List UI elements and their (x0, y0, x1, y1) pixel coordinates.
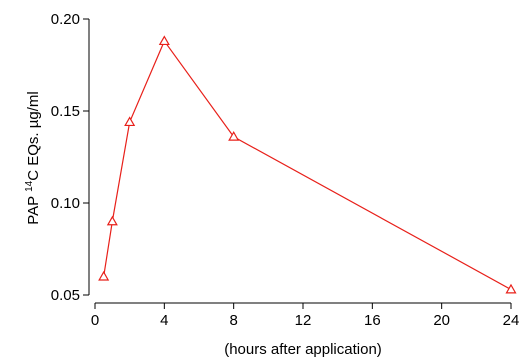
y-axis-label-suffix: C EQs. µg/ml (25, 91, 42, 181)
series-layer (98, 35, 517, 294)
y-tick-label: 0.20 (51, 11, 80, 28)
y-axis-label-prefix: PAP (25, 192, 42, 225)
data-point-marker (98, 270, 110, 281)
axes (88, 19, 511, 304)
x-tick-label: 16 (364, 312, 381, 329)
x-tick-label: 12 (295, 312, 312, 329)
x-tick-label: 0 (91, 312, 99, 329)
data-point-marker (158, 35, 170, 46)
x-tick-label: 24 (503, 312, 520, 329)
y-tick-label: 0.15 (51, 103, 80, 120)
data-point-marker (106, 215, 118, 226)
x-tick-label: 20 (433, 312, 450, 329)
data-point-marker (228, 131, 240, 141)
y-axis-label: PAP 14C EQs. µg/ml (24, 91, 42, 224)
y-ticks: 0.05 0.10 0.15 0.20 (51, 11, 89, 304)
data-point-marker (505, 283, 517, 294)
series-line (103, 39, 512, 291)
y-tick-label: 0.10 (51, 195, 80, 212)
y-axis-label-superscript: 14 (24, 180, 35, 192)
x-tick-label: 4 (160, 312, 168, 329)
x-axis-label: (hours after application) (224, 341, 382, 358)
y-tick-label: 0.05 (51, 287, 80, 304)
data-point-marker (124, 116, 136, 127)
x-tick-label: 8 (229, 312, 237, 329)
x-ticks: 0 4 8 12 16 20 24 (91, 303, 520, 329)
